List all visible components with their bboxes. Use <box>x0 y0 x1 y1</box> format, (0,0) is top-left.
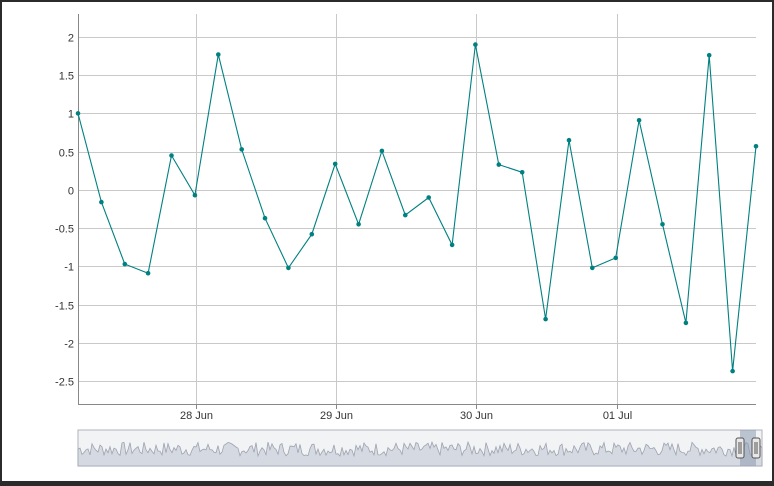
data-point <box>730 368 735 374</box>
data-point <box>706 53 712 58</box>
x-tick-label: 30 Jun <box>460 410 493 422</box>
x-axis: 28 Jun 29 Jun 30 Jun 01 Jul <box>78 404 756 422</box>
series-line <box>77 44 757 372</box>
y-tick-label: -1 <box>64 262 74 274</box>
data-point <box>356 222 361 227</box>
data-point <box>332 161 338 167</box>
data-point <box>496 162 502 167</box>
data-point <box>379 148 385 154</box>
data-point <box>169 153 174 158</box>
navigator-series <box>77 440 763 467</box>
data-point <box>683 320 689 326</box>
data-point <box>753 144 759 149</box>
navigator-right-handle[interactable] <box>751 437 761 459</box>
navigator-left-handle[interactable] <box>735 437 745 459</box>
x-tick-label: 29 Jun <box>320 410 353 422</box>
handle-body[interactable] <box>751 437 761 459</box>
data-point <box>262 215 268 221</box>
data-point <box>75 111 81 116</box>
data-point <box>613 255 618 261</box>
data-point <box>192 192 198 198</box>
data-point <box>543 316 548 322</box>
y-tick-label: -0.5 <box>55 224 74 236</box>
y-tick-label: -2 <box>64 339 74 351</box>
x-tick-label: 01 Jul <box>603 410 632 422</box>
data-point <box>566 137 572 143</box>
data-point <box>636 118 642 123</box>
grid-lines <box>78 14 756 404</box>
data-point <box>309 231 315 237</box>
data-point <box>239 147 244 152</box>
data-point <box>403 212 408 218</box>
y-tick-label: 1 <box>68 109 74 121</box>
y-tick-label: -2.5 <box>55 377 74 389</box>
y-tick-label: 2 <box>68 33 74 45</box>
y-tick-label: 1.5 <box>59 71 74 83</box>
data-point <box>286 265 291 271</box>
data-point <box>426 195 432 200</box>
handle-body[interactable] <box>735 437 745 459</box>
x-tick-label: 28 Jun <box>180 410 213 422</box>
data-point <box>473 42 478 47</box>
plot-area <box>75 42 759 374</box>
y-axis: 2 1.5 1 0.5 0 -0.5 -1 -1.5 -2 -2.5 <box>55 14 79 404</box>
data-point <box>519 170 525 175</box>
data-point <box>590 265 595 271</box>
data-point <box>449 242 455 248</box>
y-tick-label: 0.5 <box>59 148 74 160</box>
data-point <box>660 222 665 227</box>
data-point <box>216 52 221 57</box>
y-tick-label: -1.5 <box>55 301 74 313</box>
data-point <box>145 270 151 276</box>
data-point <box>122 261 128 267</box>
data-point <box>99 199 104 205</box>
y-tick-label: 0 <box>68 186 74 198</box>
navigator[interactable] <box>77 429 763 467</box>
